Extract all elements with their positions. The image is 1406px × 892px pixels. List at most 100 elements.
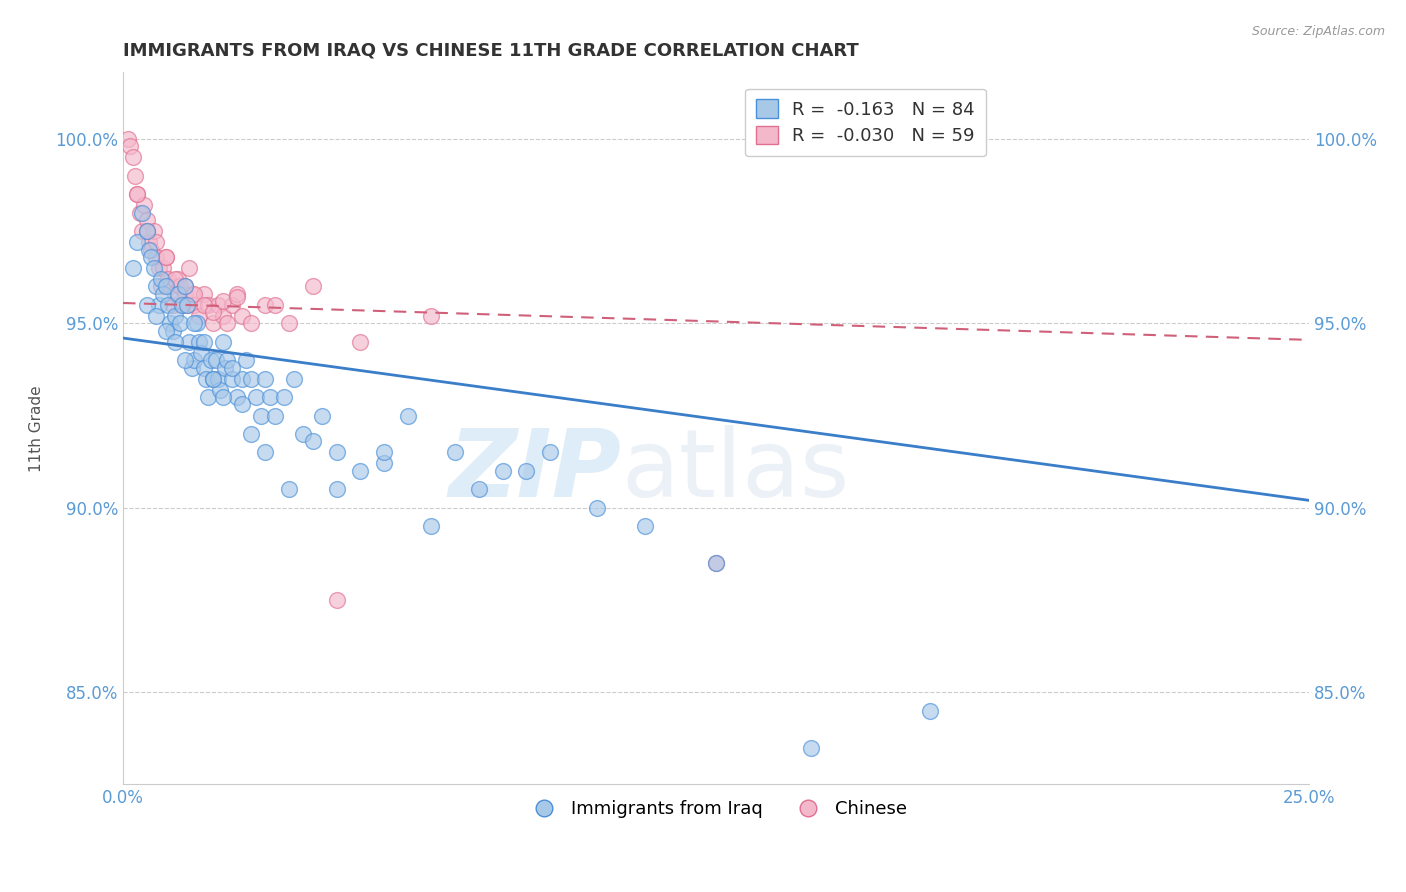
Point xyxy=(186,316,208,330)
Point xyxy=(193,334,215,349)
Point xyxy=(131,205,153,219)
Point xyxy=(240,316,263,330)
Point xyxy=(141,250,163,264)
Point xyxy=(172,298,194,312)
Point xyxy=(149,279,172,293)
Point xyxy=(176,298,198,312)
Point xyxy=(127,235,149,249)
Point xyxy=(254,298,277,312)
Point xyxy=(183,316,205,330)
Text: IMMIGRANTS FROM IRAQ VS CHINESE 11TH GRADE CORRELATION CHART: IMMIGRANTS FROM IRAQ VS CHINESE 11TH GRA… xyxy=(124,42,859,60)
Point xyxy=(225,390,247,404)
Point xyxy=(217,353,239,368)
Point xyxy=(283,371,305,385)
Point xyxy=(187,309,209,323)
Point xyxy=(149,272,172,286)
Point xyxy=(420,519,443,533)
Point xyxy=(183,286,205,301)
Point xyxy=(145,235,167,249)
Point xyxy=(211,334,233,349)
Point xyxy=(259,390,281,404)
Legend: Immigrants from Iraq, Chinese: Immigrants from Iraq, Chinese xyxy=(519,793,914,825)
Point xyxy=(311,409,333,423)
Point xyxy=(138,243,160,257)
Point xyxy=(634,519,657,533)
Point xyxy=(254,445,277,459)
Point xyxy=(231,397,253,411)
Point xyxy=(202,371,225,385)
Point xyxy=(231,371,253,385)
Point xyxy=(202,371,225,385)
Point xyxy=(183,298,205,312)
Point xyxy=(169,279,191,293)
Point xyxy=(207,371,229,385)
Point xyxy=(325,593,347,607)
Point xyxy=(221,298,243,312)
Point xyxy=(135,213,157,227)
Point xyxy=(704,556,727,570)
Point xyxy=(586,500,609,515)
Point xyxy=(221,360,243,375)
Point xyxy=(165,272,187,286)
Point xyxy=(180,286,202,301)
Point xyxy=(173,279,195,293)
Point xyxy=(221,371,243,385)
Point xyxy=(157,298,180,312)
Point xyxy=(325,445,347,459)
Point xyxy=(148,298,170,312)
Point xyxy=(121,260,143,275)
Point xyxy=(200,353,222,368)
Point xyxy=(204,353,226,368)
Point xyxy=(166,286,188,301)
Point xyxy=(240,371,263,385)
Point xyxy=(166,272,188,286)
Point xyxy=(420,309,443,323)
Point xyxy=(127,187,149,202)
Point xyxy=(165,309,187,323)
Point xyxy=(159,316,181,330)
Point xyxy=(396,409,419,423)
Text: Source: ZipAtlas.com: Source: ZipAtlas.com xyxy=(1251,25,1385,38)
Point xyxy=(173,286,195,301)
Point xyxy=(173,353,195,368)
Point xyxy=(165,334,187,349)
Text: ZIP: ZIP xyxy=(449,425,621,517)
Point xyxy=(121,150,143,164)
Point xyxy=(211,294,233,309)
Point xyxy=(373,457,395,471)
Point xyxy=(292,427,315,442)
Point xyxy=(217,316,239,330)
Point xyxy=(301,279,323,293)
Point xyxy=(135,224,157,238)
Point xyxy=(148,260,170,275)
Point xyxy=(155,279,177,293)
Point xyxy=(349,334,371,349)
Point xyxy=(141,243,163,257)
Point xyxy=(193,360,215,375)
Point xyxy=(225,290,247,304)
Point xyxy=(159,279,181,293)
Point xyxy=(515,464,537,478)
Point xyxy=(800,740,823,755)
Point xyxy=(325,483,347,497)
Point xyxy=(207,298,229,312)
Point xyxy=(120,139,142,153)
Point xyxy=(278,483,301,497)
Point xyxy=(197,298,219,312)
Point xyxy=(704,556,727,570)
Point xyxy=(138,235,160,249)
Point xyxy=(176,298,198,312)
Point xyxy=(157,272,180,286)
Point xyxy=(373,445,395,459)
Point xyxy=(193,298,215,312)
Point xyxy=(235,353,257,368)
Point xyxy=(162,324,184,338)
Point xyxy=(183,353,205,368)
Point xyxy=(245,390,267,404)
Point xyxy=(131,224,153,238)
Point xyxy=(263,298,285,312)
Y-axis label: 11th Grade: 11th Grade xyxy=(30,385,44,472)
Point xyxy=(202,316,225,330)
Point xyxy=(491,464,513,478)
Point xyxy=(209,383,232,397)
